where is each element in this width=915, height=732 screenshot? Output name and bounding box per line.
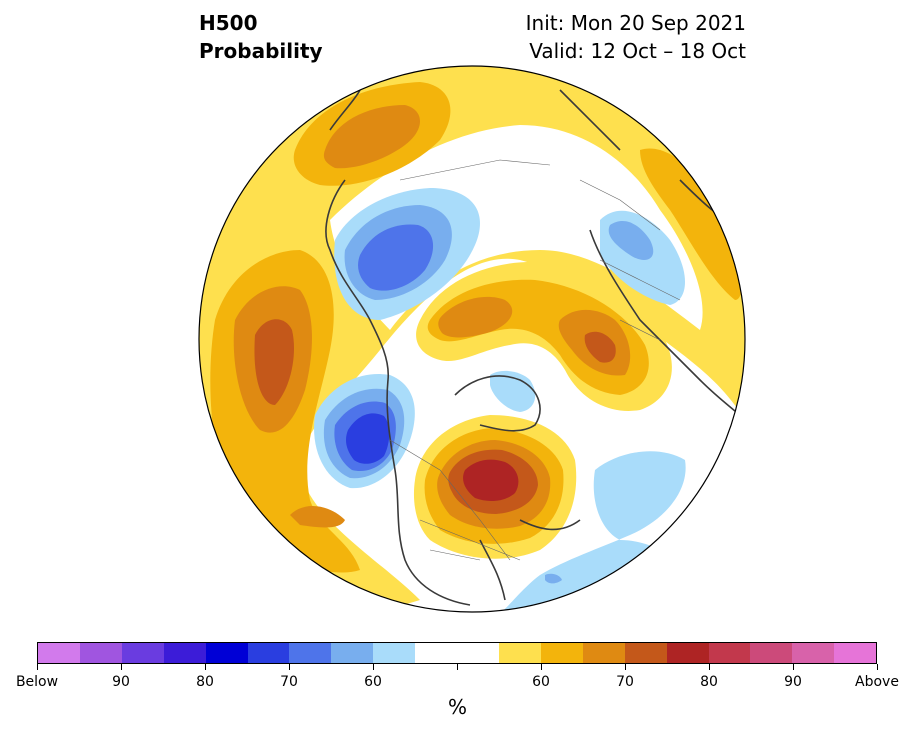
colorbar-label: 90 [784, 674, 802, 690]
colorbar-tick [541, 664, 542, 670]
colorbar-swatch [163, 643, 206, 663]
borders [389, 159, 681, 561]
colorbar-swatch [457, 643, 499, 663]
colorbar-tick [37, 664, 38, 670]
colorbar-label: 90 [112, 674, 130, 690]
colorbar-swatch [289, 643, 332, 663]
colorbar-swatch [624, 643, 667, 663]
colorbar-ticks: Below 90 80 70 60 60 70 80 90 Above [0, 664, 915, 694]
colorbar-label: 80 [700, 674, 718, 690]
valid-dates: Valid: 12 Oct – 18 Oct [529, 39, 746, 63]
coastlines [325, 89, 745, 606]
colorbar-tick [373, 664, 374, 670]
title-line-1: H500 [199, 11, 258, 35]
colorbar-swatch [666, 643, 709, 663]
colorbar-swatch [331, 643, 374, 663]
colorbar-swatch [792, 643, 835, 663]
colorbar-tick [205, 664, 206, 670]
colorbar-label: Above [855, 674, 899, 690]
colorbar-unit: % [447, 695, 467, 719]
colorbar-swatch [498, 643, 541, 663]
title-line-2: Probability [199, 39, 323, 63]
colorbar-tick [709, 664, 710, 670]
colorbar-label: Below [15, 674, 59, 690]
colorbar-swatch [708, 643, 751, 663]
colorbar-swatch [373, 643, 416, 663]
colorbar-swatch [834, 643, 877, 663]
colorbar-swatch [540, 643, 583, 663]
colorbar-swatch [38, 643, 80, 663]
colorbar-label: 60 [364, 674, 382, 690]
colorbar-tick [457, 664, 458, 670]
colorbar-tick [877, 664, 878, 670]
colorbar-swatch [415, 643, 458, 663]
probability-field [199, 66, 745, 612]
colorbar-tick [793, 664, 794, 670]
colorbar-tick [289, 664, 290, 670]
globe-edge [198, 65, 746, 613]
colorbar-swatch [247, 643, 290, 663]
colorbar-swatch [582, 643, 625, 663]
colorbar-swatch [79, 643, 122, 663]
colorbar [37, 642, 877, 664]
colorbar-label: 80 [196, 674, 214, 690]
valid-period: Init: Mon 20 Sep 2021 Valid: 12 Oct – 18… [526, 9, 746, 65]
colorbar-label: 70 [616, 674, 634, 690]
colorbar-label: 60 [532, 674, 550, 690]
colorbar-swatch [121, 643, 164, 663]
colorbar-label: 70 [280, 674, 298, 690]
colorbar-swatch [205, 643, 248, 663]
colorbar-tick [121, 664, 122, 670]
init-date: Init: Mon 20 Sep 2021 [525, 11, 746, 35]
map-title: H500 Probability [199, 9, 323, 65]
colorbar-tick [625, 664, 626, 670]
colorbar-swatch [750, 643, 793, 663]
